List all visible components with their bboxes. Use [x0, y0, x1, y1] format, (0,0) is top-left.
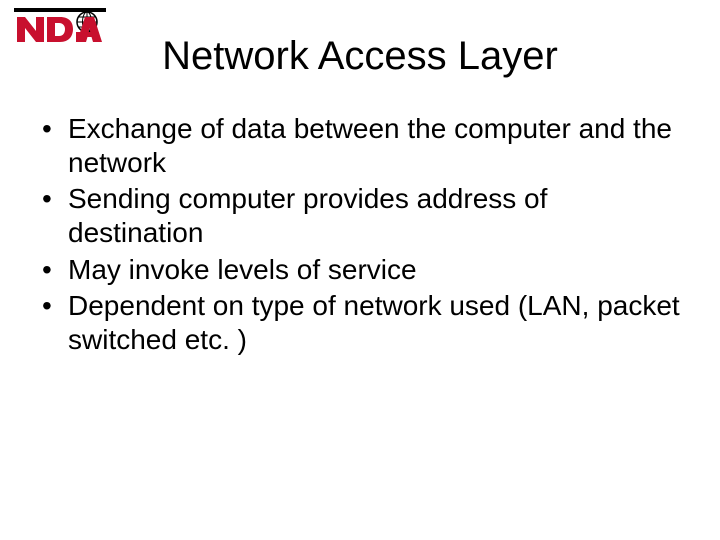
slide-body: Exchange of data between the computer an… — [38, 112, 682, 359]
bullet-list: Exchange of data between the computer an… — [38, 112, 682, 357]
list-item: May invoke levels of service — [38, 253, 682, 287]
slide: Network Access Layer Exchange of data be… — [0, 0, 720, 540]
list-item: Exchange of data between the computer an… — [38, 112, 682, 180]
slide-title: Network Access Layer — [0, 34, 720, 79]
list-item: Sending computer provides address of des… — [38, 182, 682, 250]
list-item: Dependent on type of network used (LAN, … — [38, 289, 682, 357]
